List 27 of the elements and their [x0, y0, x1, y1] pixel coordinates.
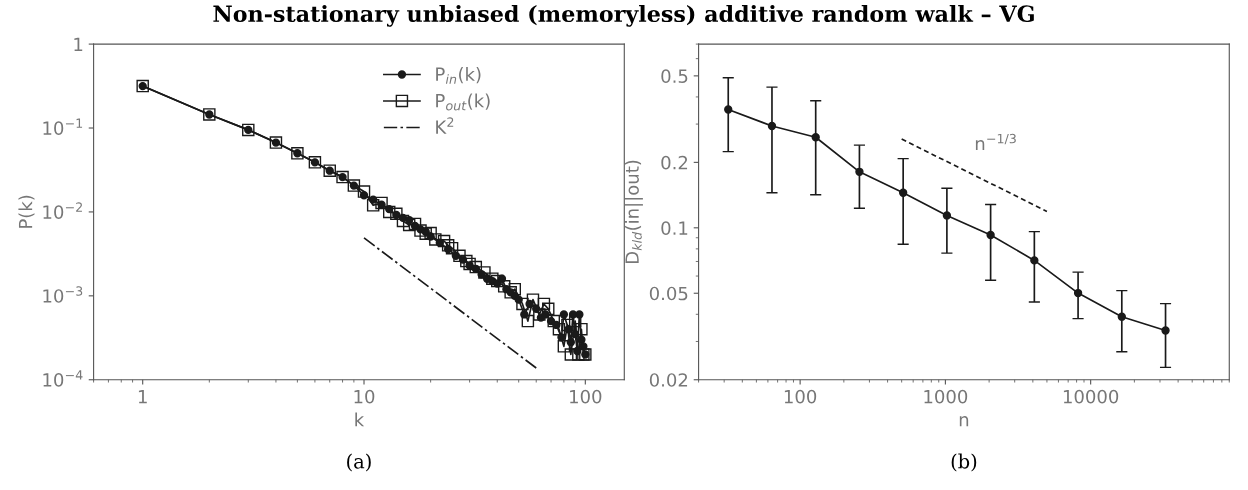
chart-title: Non-stationary unbiased (memoryless) additive random walk – VG — [213, 4, 1034, 27]
x-tick-label: 10 — [354, 389, 375, 404]
x-tick-label: 1 — [138, 390, 147, 404]
y-tick-label: 10$^{−4}$ — [43, 370, 83, 387]
series-label: n$^{−1/3}$ — [975, 133, 1016, 151]
y-tick-label: 0.1 — [661, 221, 688, 235]
y-tick-label: 10$^{−3}$ — [43, 286, 83, 303]
x-tick-label: 10000 — [1063, 389, 1119, 404]
y-axis-title: D$_{kld}$(in||out) — [624, 160, 643, 264]
x-axis-title: k — [355, 412, 365, 427]
x-tick-label: 100 — [784, 389, 817, 404]
legend-label: K$^{2}$ — [436, 117, 454, 134]
legend-label: P$_{out}$(k) — [436, 93, 490, 111]
y-tick-label: 0.02 — [649, 373, 688, 387]
y-axis-title: P(k) — [18, 195, 35, 228]
y-tick-label: 0.05 — [649, 286, 688, 301]
x-axis-title: n — [959, 416, 969, 427]
legend-label: P$_{in}$(k) — [436, 67, 481, 84]
text: (a) — [347, 453, 371, 472]
y-tick-label: 0.2 — [661, 155, 688, 170]
y-tick-label: 10$^{−1}$ — [43, 118, 83, 136]
x-tick-label: 1000 — [924, 389, 968, 404]
y-tick-label: 0.5 — [661, 69, 688, 83]
y-tick-label: 1 — [74, 37, 83, 51]
text: (b) — [951, 453, 977, 472]
y-tick-label: 10$^{−2}$ — [43, 202, 82, 219]
x-tick-label: 100 — [570, 389, 602, 404]
